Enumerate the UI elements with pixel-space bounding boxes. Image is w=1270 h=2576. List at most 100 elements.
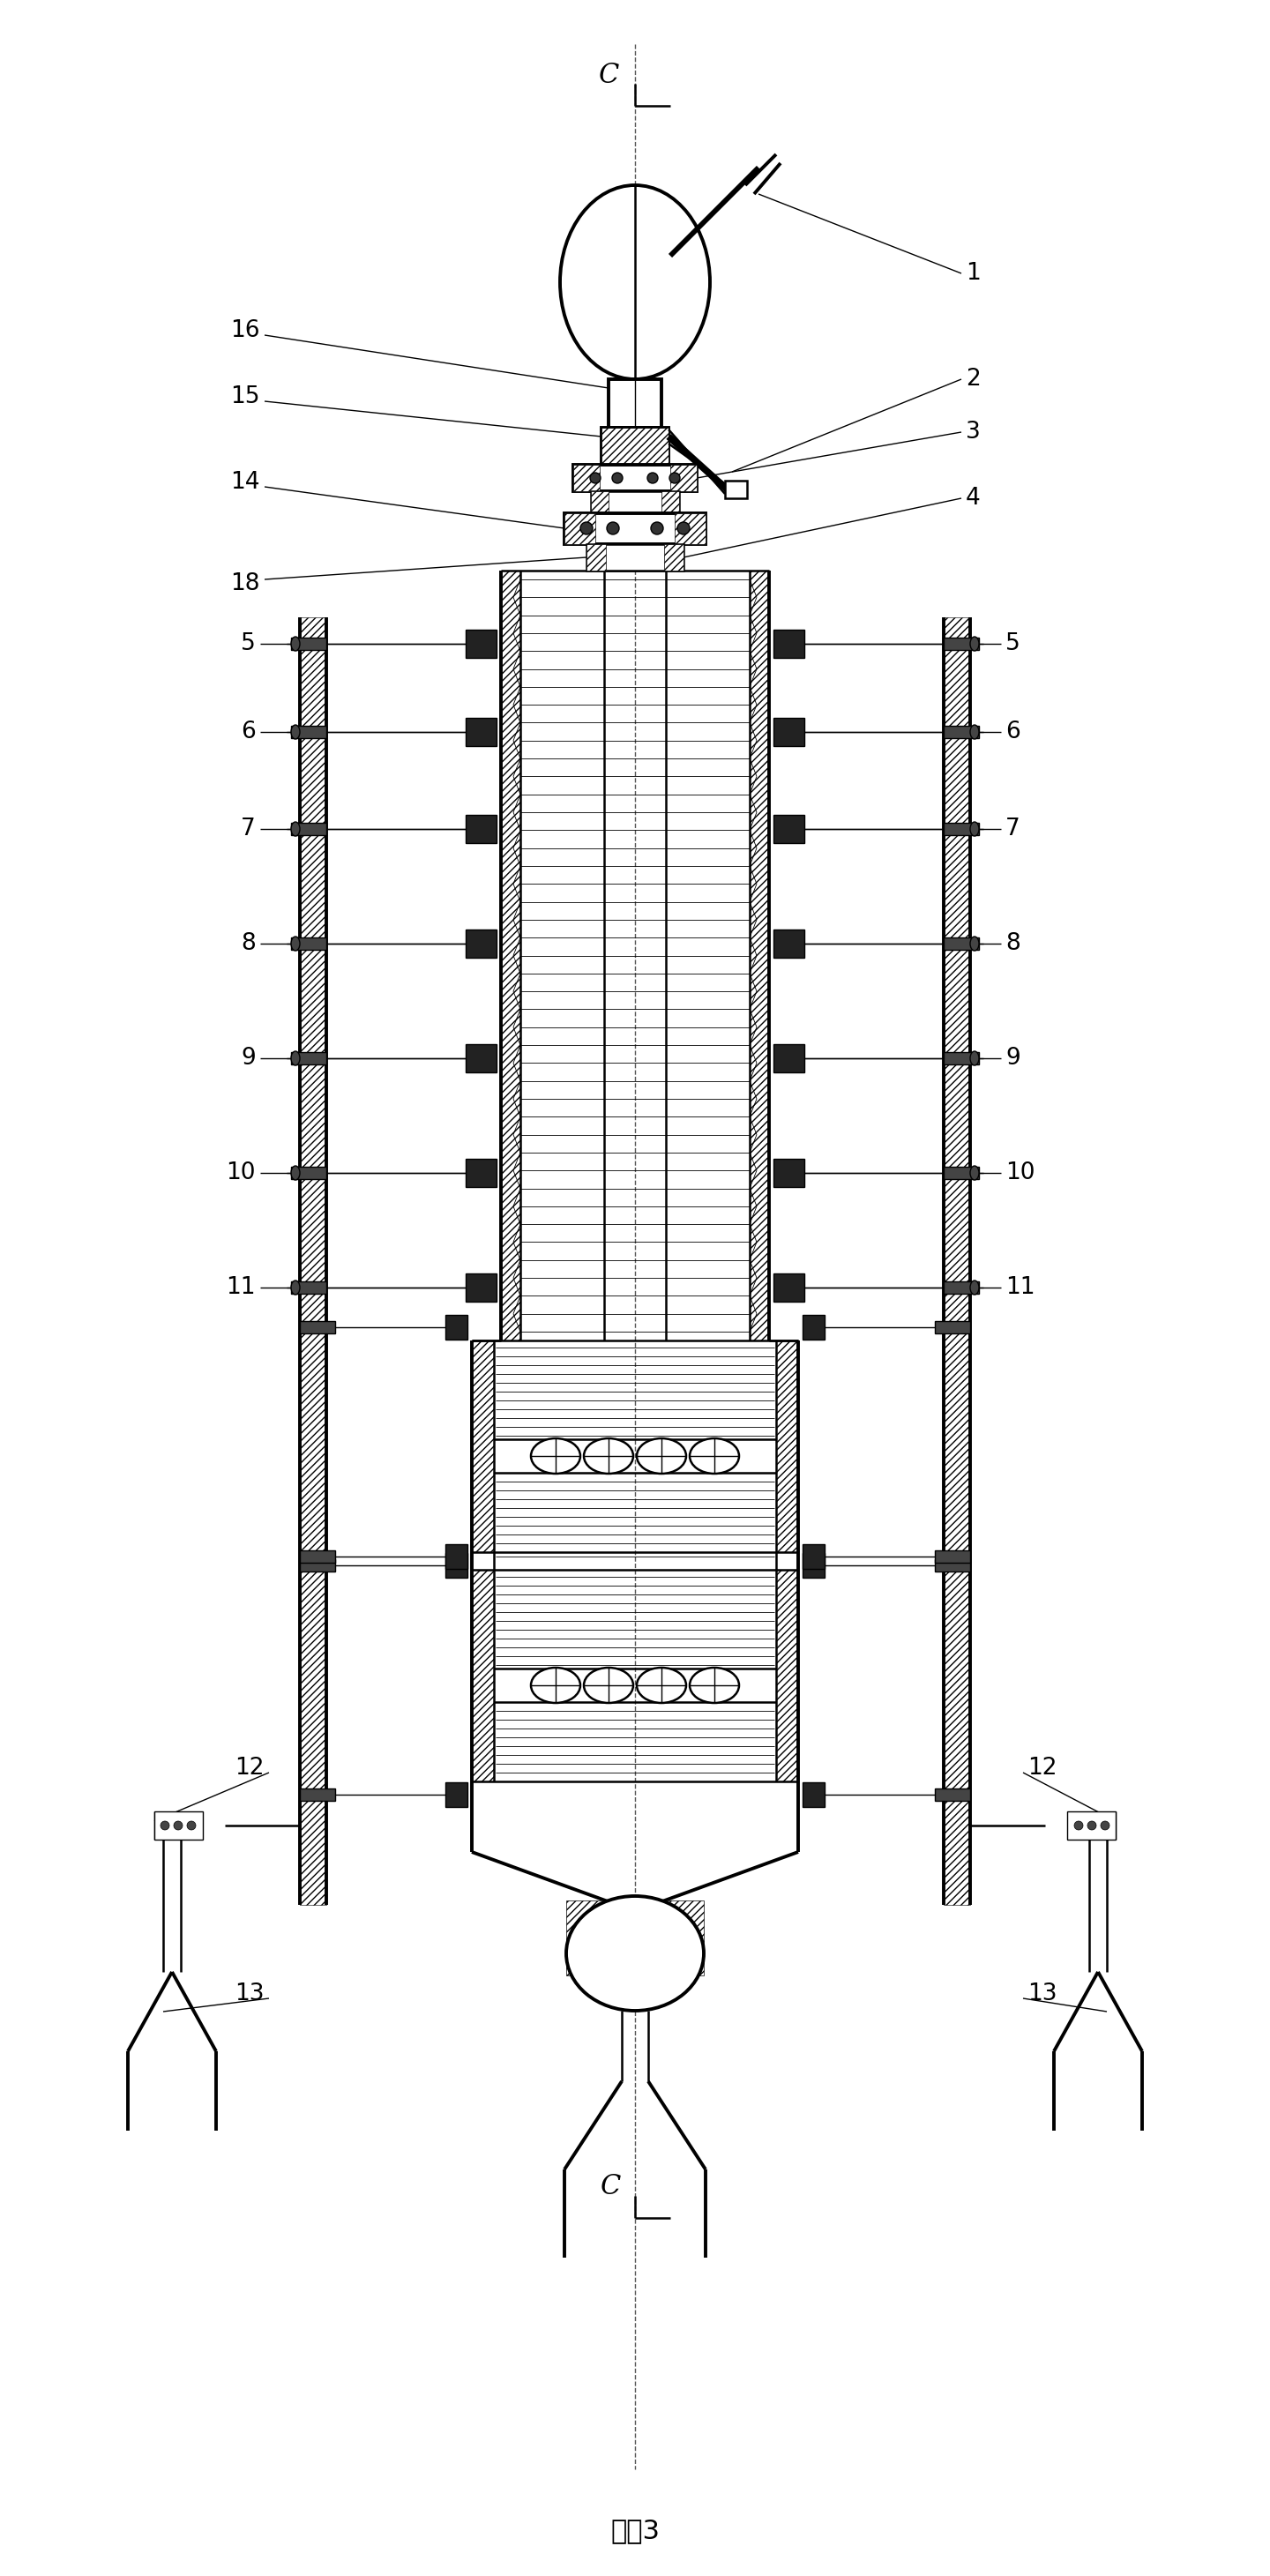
- Text: 10: 10: [226, 1162, 255, 1185]
- Bar: [944, 1051, 979, 1064]
- Ellipse shape: [291, 822, 300, 837]
- Bar: [300, 1788, 335, 1801]
- Ellipse shape: [677, 523, 690, 533]
- Bar: [803, 1314, 824, 1340]
- Bar: [803, 1553, 824, 1577]
- Bar: [500, 569, 521, 1340]
- Ellipse shape: [970, 1051, 979, 1066]
- Ellipse shape: [174, 1821, 183, 1829]
- Ellipse shape: [591, 471, 601, 484]
- Ellipse shape: [690, 1437, 739, 1473]
- Bar: [466, 814, 497, 842]
- Text: 12: 12: [235, 1757, 264, 1780]
- Text: 10: 10: [1006, 1162, 1035, 1185]
- Ellipse shape: [970, 1167, 979, 1180]
- Text: 6: 6: [1006, 721, 1020, 744]
- Bar: [803, 1783, 824, 1806]
- Bar: [291, 1167, 326, 1180]
- Ellipse shape: [652, 523, 663, 533]
- Text: 7: 7: [241, 817, 255, 840]
- Bar: [773, 1159, 804, 1188]
- Bar: [776, 1569, 798, 1783]
- Ellipse shape: [669, 471, 679, 484]
- Ellipse shape: [187, 1821, 196, 1829]
- Text: C: C: [599, 2174, 621, 2200]
- Bar: [725, 482, 747, 497]
- Bar: [466, 930, 497, 958]
- Bar: [300, 1321, 335, 1334]
- Bar: [602, 428, 668, 464]
- Bar: [291, 639, 326, 649]
- Text: 9: 9: [1006, 1046, 1020, 1069]
- Bar: [446, 1783, 467, 1806]
- Text: 13: 13: [1027, 1984, 1057, 2007]
- Ellipse shape: [291, 1280, 300, 1296]
- Text: 11: 11: [1006, 1275, 1035, 1298]
- Ellipse shape: [970, 822, 979, 837]
- Bar: [155, 1811, 203, 1839]
- Bar: [466, 1159, 497, 1188]
- Ellipse shape: [636, 1437, 686, 1473]
- Bar: [773, 814, 804, 842]
- Text: 14: 14: [231, 471, 260, 495]
- Bar: [773, 930, 804, 958]
- Bar: [291, 1051, 326, 1064]
- Bar: [662, 492, 679, 513]
- Bar: [300, 1558, 335, 1571]
- Ellipse shape: [1101, 1821, 1110, 1829]
- Bar: [291, 1280, 326, 1293]
- Text: 6: 6: [241, 721, 255, 744]
- Ellipse shape: [1087, 1821, 1096, 1829]
- Bar: [944, 639, 979, 649]
- Bar: [944, 618, 970, 1904]
- Ellipse shape: [970, 636, 979, 652]
- Ellipse shape: [612, 471, 622, 484]
- Ellipse shape: [531, 1667, 580, 1703]
- Text: 1: 1: [965, 263, 980, 286]
- Bar: [291, 726, 326, 739]
- Bar: [935, 1551, 970, 1564]
- Bar: [591, 492, 608, 513]
- Bar: [573, 464, 599, 492]
- Text: 11: 11: [226, 1275, 255, 1298]
- Ellipse shape: [970, 938, 979, 951]
- Bar: [591, 492, 679, 513]
- Bar: [564, 513, 596, 544]
- Bar: [446, 1553, 467, 1577]
- Bar: [935, 1788, 970, 1801]
- Ellipse shape: [560, 185, 710, 379]
- Ellipse shape: [531, 1437, 580, 1473]
- Bar: [573, 464, 697, 492]
- Text: 7: 7: [1006, 817, 1020, 840]
- Text: 5: 5: [241, 631, 255, 654]
- Text: 13: 13: [235, 1984, 264, 2007]
- Ellipse shape: [291, 1051, 300, 1066]
- Text: 16: 16: [231, 319, 260, 343]
- Ellipse shape: [580, 523, 593, 533]
- Ellipse shape: [291, 938, 300, 951]
- Ellipse shape: [291, 636, 300, 652]
- Ellipse shape: [690, 1667, 739, 1703]
- Ellipse shape: [160, 1821, 169, 1829]
- Text: 18: 18: [231, 572, 260, 595]
- Bar: [466, 1043, 497, 1072]
- Bar: [300, 618, 326, 1904]
- Bar: [564, 513, 706, 544]
- Bar: [1067, 1811, 1115, 1839]
- Text: 附图3: 附图3: [611, 2519, 659, 2545]
- Bar: [472, 1569, 494, 1783]
- Bar: [773, 1273, 804, 1301]
- Text: C: C: [598, 62, 618, 88]
- Ellipse shape: [1074, 1821, 1083, 1829]
- Bar: [446, 1314, 467, 1340]
- Bar: [664, 544, 683, 569]
- Bar: [944, 726, 979, 739]
- Bar: [472, 1340, 494, 1553]
- Bar: [944, 1280, 979, 1293]
- Bar: [300, 1551, 335, 1564]
- Bar: [944, 938, 979, 951]
- Text: 8: 8: [1006, 933, 1020, 956]
- Text: 5: 5: [1006, 631, 1020, 654]
- Bar: [944, 1167, 979, 1180]
- Ellipse shape: [566, 1896, 704, 2012]
